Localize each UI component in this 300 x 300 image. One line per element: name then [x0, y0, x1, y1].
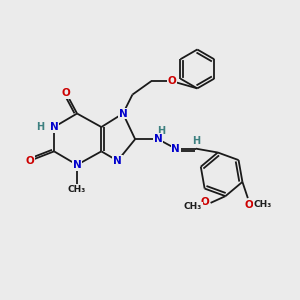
Text: H: H: [157, 126, 165, 136]
Text: N: N: [73, 160, 81, 170]
Text: N: N: [118, 109, 127, 118]
Text: O: O: [62, 88, 70, 98]
Text: CH₃: CH₃: [184, 202, 202, 211]
Text: CH₃: CH₃: [254, 200, 272, 209]
Text: H: H: [36, 122, 44, 132]
Text: N: N: [154, 134, 163, 144]
Text: O: O: [167, 76, 176, 86]
Text: H: H: [192, 136, 200, 146]
Text: N: N: [50, 122, 58, 132]
Text: O: O: [26, 156, 34, 166]
Text: O: O: [200, 196, 209, 206]
Text: N: N: [113, 156, 122, 166]
Text: N: N: [171, 144, 180, 154]
Text: O: O: [245, 200, 254, 210]
Text: CH₃: CH₃: [68, 185, 86, 194]
